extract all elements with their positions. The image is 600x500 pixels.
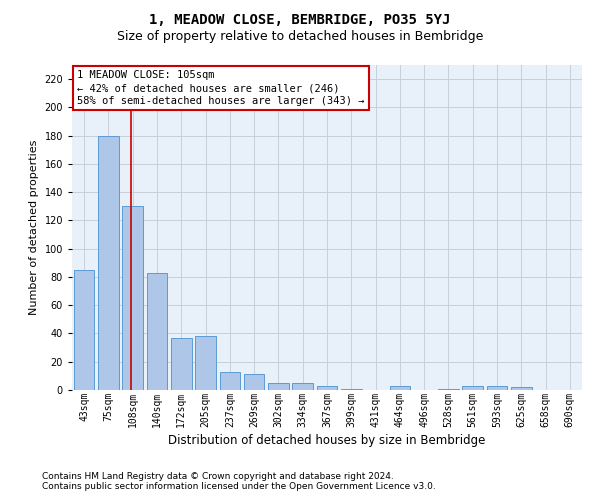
Text: 1 MEADOW CLOSE: 105sqm
← 42% of detached houses are smaller (246)
58% of semi-de: 1 MEADOW CLOSE: 105sqm ← 42% of detached… xyxy=(77,70,365,106)
Bar xyxy=(511,387,532,390)
Text: 1, MEADOW CLOSE, BEMBRIDGE, PO35 5YJ: 1, MEADOW CLOSE, BEMBRIDGE, PO35 5YJ xyxy=(149,12,451,26)
Bar xyxy=(463,386,483,390)
Bar xyxy=(292,383,313,390)
Bar xyxy=(195,336,216,390)
Y-axis label: Number of detached properties: Number of detached properties xyxy=(29,140,39,315)
X-axis label: Distribution of detached houses by size in Bembridge: Distribution of detached houses by size … xyxy=(169,434,485,446)
Bar xyxy=(74,270,94,390)
Bar xyxy=(268,383,289,390)
Bar xyxy=(487,386,508,390)
Bar xyxy=(220,372,240,390)
Bar xyxy=(122,206,143,390)
Text: Contains HM Land Registry data © Crown copyright and database right 2024.: Contains HM Land Registry data © Crown c… xyxy=(42,472,394,481)
Text: Size of property relative to detached houses in Bembridge: Size of property relative to detached ho… xyxy=(117,30,483,43)
Bar xyxy=(171,338,191,390)
Bar xyxy=(317,386,337,390)
Bar xyxy=(146,272,167,390)
Bar xyxy=(389,386,410,390)
Bar xyxy=(341,388,362,390)
Bar xyxy=(98,136,119,390)
Bar xyxy=(438,388,459,390)
Text: Contains public sector information licensed under the Open Government Licence v3: Contains public sector information licen… xyxy=(42,482,436,491)
Bar xyxy=(244,374,265,390)
